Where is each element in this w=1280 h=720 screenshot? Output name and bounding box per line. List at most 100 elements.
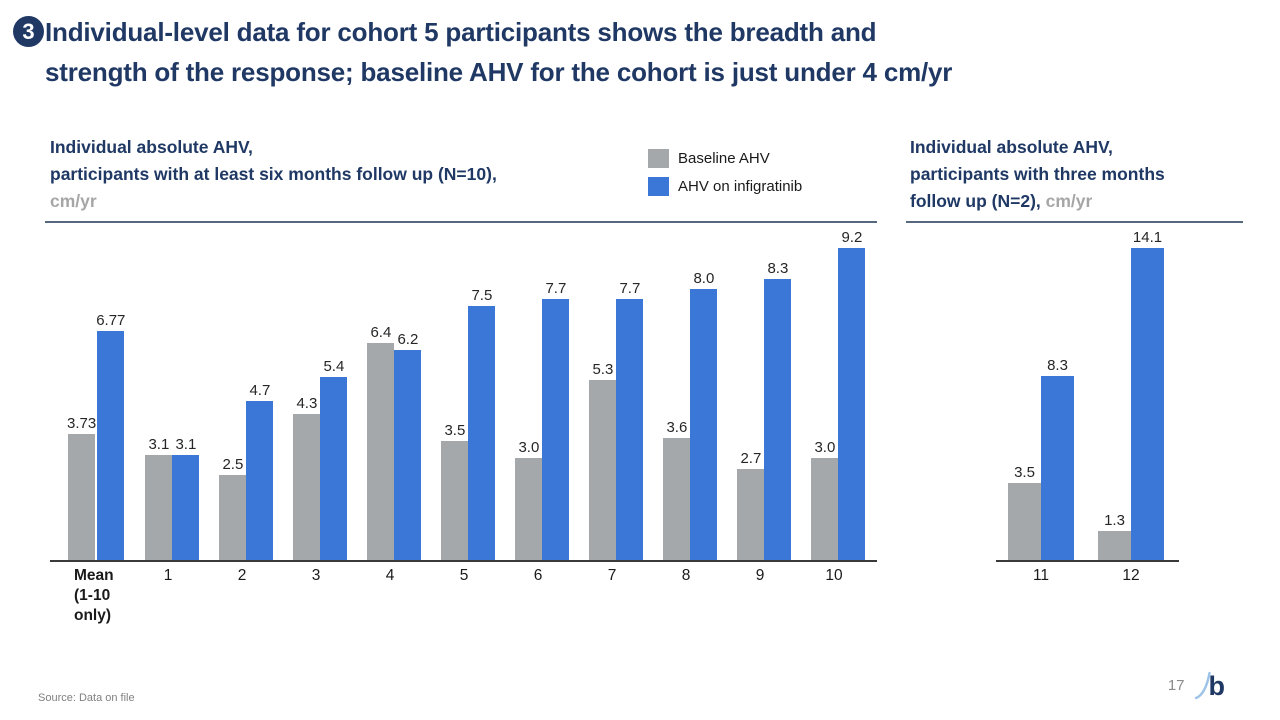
bar-column: 8.0 [690, 270, 718, 560]
left-bar-chart: 3.73 6.77 3.1 3.1 2.5 4.7 4.3 5.4 6.4 6.2 3.5 7.5 3.… [50, 228, 877, 624]
left-chart-title-line-1: Individual absolute AHV, [50, 137, 253, 157]
bar-column: 8.3 [1041, 357, 1074, 560]
bar-group: 3.1 3.1 [145, 436, 200, 560]
x-axis-tick-label: 1 [163, 567, 173, 584]
bar-group: 3.5 8.3 [1008, 357, 1074, 560]
left-chart-x-axis [50, 560, 877, 562]
numbered-badge: 3 [13, 16, 44, 47]
bar-column: 4.7 [246, 382, 274, 560]
right-chart-bars: 3.5 8.3 1.3 14.1 [996, 228, 1164, 560]
legend-item: AHV on infigratinib [648, 177, 802, 196]
left-chart-units: cm/yr [50, 191, 97, 211]
right-chart-title-line-2: participants with three months [910, 164, 1165, 184]
bar-value-label: 5.3 [592, 361, 614, 378]
legend-swatch [648, 149, 669, 168]
bar-value-label: 3.5 [1014, 464, 1035, 481]
bar-value-label: 3.0 [814, 439, 836, 456]
bar-value-label: 3.73 [67, 415, 97, 432]
chart-legend: Baseline AHV AHV on infigratinib [648, 149, 802, 205]
slide-title: Individual-level data for cohort 5 parti… [45, 12, 952, 92]
bar-value-label: 3.5 [444, 422, 466, 439]
bar-group: 1.3 14.1 [1098, 229, 1164, 560]
bar-group: 3.6 8.0 [663, 270, 718, 560]
bar-group: 3.5 7.5 [441, 287, 496, 560]
source-note: Source: Data on file [38, 692, 135, 704]
x-axis-tick-label: 8 [681, 567, 691, 584]
bar-baseline-ahv [737, 469, 765, 560]
slide-title-line-2: strength of the response; baseline AHV f… [45, 57, 953, 87]
right-header-divider [906, 221, 1243, 223]
x-axis-tick-label: 9 [755, 567, 765, 584]
bar-ahv-on-infigratinib [172, 455, 200, 560]
bar-baseline-ahv [441, 441, 469, 560]
bar-column: 3.1 [172, 436, 200, 560]
bar-column: 7.7 [542, 280, 570, 560]
x-axis-tick-label: 7 [607, 567, 617, 584]
bar-value-label: 2.5 [222, 456, 244, 473]
x-axis-tick-label: 4 [385, 567, 395, 584]
bar-column: 6.77 [96, 312, 125, 560]
bar-ahv-on-infigratinib [97, 331, 125, 560]
bar-column: 7.7 [616, 280, 644, 560]
bar-column: 9.2 [838, 229, 866, 560]
bar-ahv-on-infigratinib [246, 401, 274, 560]
bar-value-label: 5.4 [323, 358, 345, 375]
bar-column: 3.6 [663, 419, 691, 560]
bar-group: 2.7 8.3 [737, 260, 792, 560]
left-chart-tick-labels: Mean (1-10 only) 1 2 3 4 5 6 7 8 9 10 [50, 566, 861, 626]
bar-value-label: 4.7 [249, 382, 271, 399]
bar-ahv-on-infigratinib [616, 299, 644, 560]
bar-value-label: 9.2 [841, 229, 863, 246]
x-axis-tick-label: 3 [311, 567, 321, 584]
bar-ahv-on-infigratinib [394, 350, 422, 560]
bar-value-label: 8.3 [1047, 357, 1068, 374]
bar-baseline-ahv [1098, 531, 1131, 560]
bar-column: 14.1 [1131, 229, 1164, 560]
bar-value-label: 6.2 [397, 331, 419, 348]
bar-group: 5.3 7.7 [589, 280, 644, 560]
bar-ahv-on-infigratinib [838, 248, 866, 560]
bar-value-label: 6.77 [96, 312, 126, 329]
legend-item: Baseline AHV [648, 149, 802, 168]
x-axis-tick-label: Mean (1-10 only) [74, 567, 114, 624]
bar-baseline-ahv [663, 438, 691, 560]
bar-value-label: 8.0 [693, 270, 715, 287]
bar-column: 7.5 [468, 287, 496, 560]
bar-column: 2.7 [737, 450, 765, 560]
x-axis-tick-label: 5 [459, 567, 469, 584]
bar-baseline-ahv [145, 455, 173, 560]
bar-baseline-ahv [367, 343, 395, 560]
bar-value-label: 7.5 [471, 287, 493, 304]
bar-group: 6.4 6.2 [367, 324, 422, 560]
right-chart-x-axis [996, 560, 1179, 562]
bar-column: 3.1 [145, 436, 173, 560]
page-number: 17 [1167, 676, 1185, 694]
bar-value-label: 1.3 [1104, 512, 1125, 529]
right-chart-title-line-1: Individual absolute AHV, [910, 137, 1113, 157]
slide-title-row: 3 Individual-level data for cohort 5 par… [13, 12, 1253, 92]
bar-baseline-ahv [293, 414, 321, 560]
bar-ahv-on-infigratinib [1131, 248, 1164, 560]
bar-baseline-ahv [589, 380, 617, 560]
logo-letter: b [1208, 671, 1226, 701]
bar-baseline-ahv [68, 434, 96, 560]
left-chart-bars: 3.73 6.77 3.1 3.1 2.5 4.7 4.3 5.4 6.4 6.2 3.5 7.5 3.… [50, 228, 866, 560]
bar-baseline-ahv [1008, 483, 1041, 560]
x-axis-tick-label: 10 [825, 567, 843, 584]
bar-column: 6.2 [394, 331, 422, 560]
bar-group: 4.3 5.4 [293, 358, 348, 560]
legend-label: Baseline AHV [678, 150, 770, 167]
bar-column: 6.4 [367, 324, 395, 560]
bar-value-label: 6.4 [370, 324, 392, 341]
footer-page-area: 17 b [1168, 670, 1225, 700]
left-chart-title-line-2: participants with at least six months fo… [50, 164, 497, 184]
bar-column: 3.0 [515, 439, 543, 560]
bar-group: 3.0 9.2 [811, 229, 866, 560]
x-axis-tick-label: 6 [533, 567, 543, 584]
bar-column: 2.5 [219, 456, 247, 560]
legend-swatch [648, 177, 669, 196]
right-chart-title-line-3: follow up (N=2), cm/yr [910, 191, 1093, 211]
bar-column: 3.73 [67, 415, 96, 560]
left-header-divider [45, 221, 877, 223]
bar-column: 3.0 [811, 439, 839, 560]
